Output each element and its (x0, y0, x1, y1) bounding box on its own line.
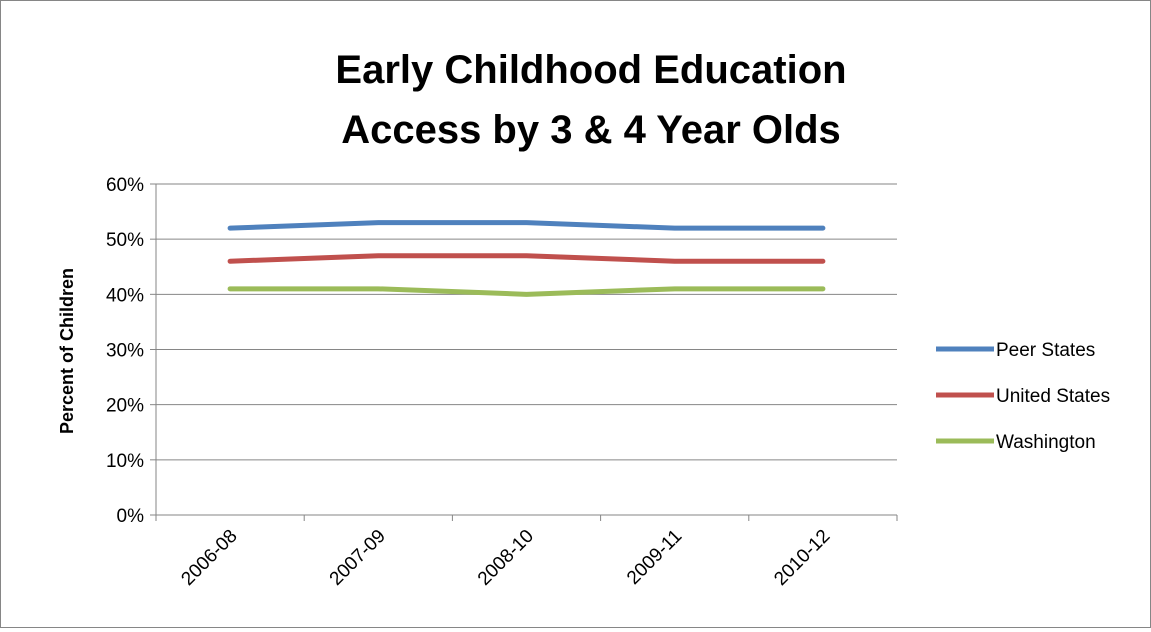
legend: Peer States United States Washington (936, 340, 1110, 453)
y-tick-label: 30% (106, 341, 144, 362)
x-tick-label: 2006-08 (177, 526, 241, 590)
y-tick-label: 50% (106, 230, 144, 251)
series-lines (227, 220, 826, 297)
x-tick-label: 2010-12 (770, 526, 834, 590)
series-line (227, 286, 826, 297)
x-tick-label: 2007-09 (326, 526, 390, 590)
y-axis-label: Percent of Children (57, 268, 77, 434)
legend-label: Peer States (996, 340, 1095, 361)
series-line (227, 253, 826, 264)
y-tick-label: 20% (106, 396, 144, 417)
chart-title-line-1: Early Childhood Education (335, 48, 846, 92)
chart-title-line-2: Access by 3 & 4 Year Olds (341, 108, 841, 152)
x-tick-label: 2008-10 (474, 526, 538, 590)
series-line (227, 220, 826, 231)
legend-label: United States (996, 386, 1110, 407)
y-tick-label: 40% (106, 285, 144, 306)
x-tick-labels: 2006-08 2007-09 2008-10 2009-11 2010-12 (177, 526, 834, 590)
legend-label: Washington (996, 432, 1096, 453)
y-tick-label: 0% (117, 506, 145, 527)
axes (150, 183, 898, 521)
chart-title: Early Childhood Education Access by 3 & … (335, 48, 846, 152)
x-tick-label: 2009-11 (623, 526, 686, 589)
y-tick-label: 10% (106, 451, 144, 472)
y-tick-labels: 0% 10% 20% 30% 40% 50% 60% (106, 175, 144, 527)
gridlines (156, 183, 897, 461)
y-tick-label: 60% (106, 175, 144, 196)
